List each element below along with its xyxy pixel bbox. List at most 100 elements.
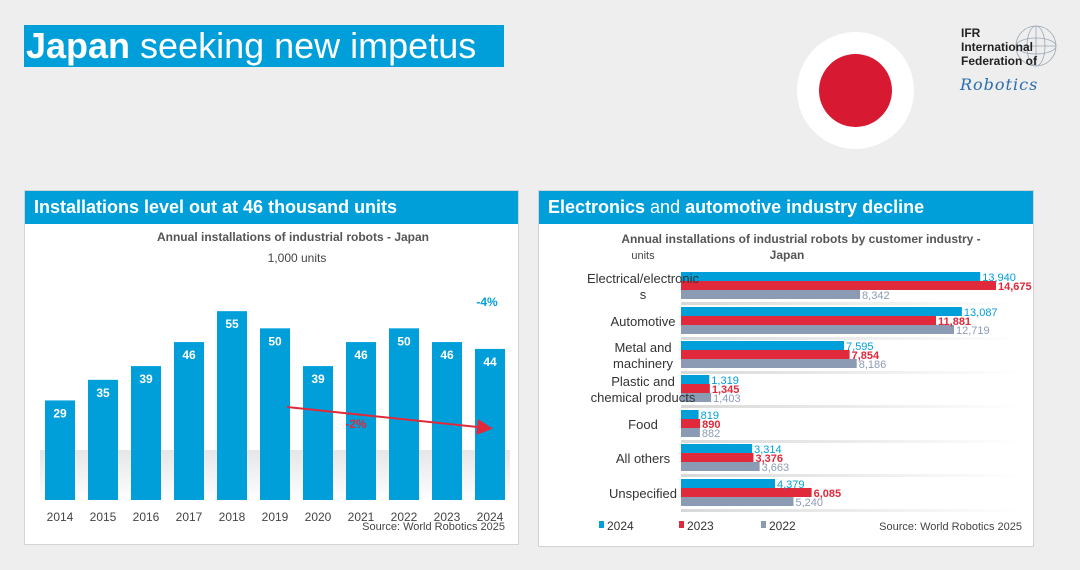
- bar-label-2022-row-6: 5,240: [795, 497, 823, 509]
- industry-header-bold-1: Electronics: [548, 197, 646, 217]
- legend-swatch-2024: [599, 521, 604, 528]
- bar-2019: [260, 328, 290, 500]
- bar-value-2024: 44: [483, 355, 497, 369]
- chart2-title-line-1: Annual installations of industrial robot…: [621, 232, 980, 246]
- bar-value-2021: 46: [354, 348, 368, 362]
- x-tick-2017: 2017: [176, 510, 203, 524]
- flag-sun-icon: [819, 54, 892, 127]
- x-tick-2014: 2014: [47, 510, 74, 524]
- bar-2024: [475, 348, 505, 500]
- bar-2022-row-1: [681, 325, 955, 334]
- x-tick-2021: 2021: [348, 510, 375, 524]
- category-label-row-0: s: [640, 287, 647, 302]
- bar-2015: [88, 379, 118, 500]
- bar-2017: [174, 342, 204, 500]
- x-tick-2024: 2024: [477, 510, 504, 524]
- category-label-row-2: machinery: [613, 356, 673, 371]
- bar-label-2024-row-4: 819: [701, 410, 719, 422]
- chart1-source: Source: World Robotics 2025: [362, 521, 505, 533]
- bar-value-2014: 29: [53, 406, 67, 420]
- bar-label-2023-row-6: 6,085: [814, 488, 842, 500]
- page-title-rest: seeking new impetus: [130, 25, 477, 66]
- bar-label-2023-row-0: 14,675: [998, 281, 1032, 293]
- bar-2024-row-3: [681, 375, 710, 384]
- bar-value-2017: 46: [182, 348, 196, 362]
- industry-header-mid: and: [645, 197, 686, 217]
- bar-2022: [389, 328, 419, 500]
- bar-value-2022: 50: [397, 334, 411, 348]
- category-label-row-1: Automotive: [610, 314, 675, 329]
- bar-2023-row-1: [681, 316, 937, 325]
- bar-label-2022-row-2: 8,186: [859, 359, 887, 371]
- logo-line-1: IFR: [961, 26, 981, 40]
- bar-2018: [217, 311, 247, 500]
- bar-2022-row-0: [681, 290, 861, 299]
- bar-2024-row-5: [681, 444, 753, 453]
- bar-2023-row-0: [681, 281, 996, 290]
- bar-value-2019: 50: [268, 334, 282, 348]
- legend-label-2023: 2023: [687, 519, 714, 533]
- installations-panel: Installations level out at 46 thousand u…: [24, 190, 519, 545]
- bar-label-2022-row-5: 3,663: [762, 462, 790, 474]
- bar-label-2023-row-5: 3,376: [755, 453, 783, 465]
- bar-value-2023: 46: [440, 348, 454, 362]
- bar-2023: [432, 342, 462, 500]
- x-tick-2022: 2022: [391, 510, 418, 524]
- logo-script: Robotics: [960, 75, 1039, 94]
- x-tick-2015: 2015: [90, 510, 117, 524]
- bar-label-2024-row-0: 13,940: [982, 272, 1016, 284]
- page-title-bold: Japan: [26, 25, 131, 66]
- bar-label-2022-row-0: 8,342: [862, 290, 890, 302]
- chart1-subtitle: 1,000 units: [268, 251, 327, 265]
- legend-label-2022: 2022: [769, 519, 796, 533]
- chart1-title: Annual installations of industrial robot…: [157, 230, 429, 244]
- bar-2023-row-6: [681, 488, 812, 497]
- bar-2024-row-0: [681, 272, 981, 281]
- page-title: Japan seeking new impetus: [24, 25, 504, 67]
- bar-2024-row-2: [681, 341, 845, 350]
- bar-2021: [346, 342, 376, 500]
- chart2-legend: 2024 2023 2022: [599, 519, 796, 533]
- bar-2014: [45, 400, 75, 500]
- trend-arrow: [286, 406, 493, 435]
- chart2-title-line-2: Japan: [770, 248, 805, 262]
- logo-line-2: International: [961, 40, 1034, 54]
- bar-2023-row-5: [681, 453, 754, 462]
- chart2-source: Source: World Robotics 2025: [879, 521, 1022, 533]
- last-change-label: -4%: [476, 295, 498, 309]
- row-shadow: [681, 302, 1021, 305]
- legend-swatch-2023: [679, 521, 684, 528]
- category-label-row-6: Unspecified: [609, 486, 677, 501]
- bar-2024-row-4: [681, 410, 699, 419]
- bar-label-2024-row-5: 3,314: [754, 444, 782, 456]
- category-label-row-2: Metal and: [614, 340, 671, 355]
- ifr-logo: IFR International Federation of Robotics: [958, 24, 1068, 98]
- industry-installations-chart: Annual installations of industrial robot…: [587, 232, 1032, 533]
- x-tick-2023: 2023: [434, 510, 461, 524]
- bar-label-2024-row-6: 4,379: [777, 479, 805, 491]
- row-shadow: [681, 371, 1021, 374]
- category-label-row-0: Electrical/electronic: [587, 271, 699, 286]
- chart2-units: units: [631, 250, 655, 262]
- bar-label-2024-row-1: 13,087: [964, 307, 998, 319]
- bar-label-2024-row-2: 7,595: [846, 341, 874, 353]
- category-label-row-4: Food: [628, 417, 658, 432]
- industry-panel: Electronics and automotive industry decl…: [538, 190, 1034, 547]
- bar-label-2023-row-3: 1,345: [712, 384, 740, 396]
- bar-label-2022-row-4: 882: [702, 428, 720, 440]
- bar-label-2022-row-1: 12,719: [956, 325, 990, 337]
- bar-value-2016: 39: [139, 372, 153, 386]
- x-tick-2018: 2018: [219, 510, 246, 524]
- bar-2022-row-4: [681, 428, 700, 437]
- category-label-row-3: Plastic and: [611, 374, 675, 389]
- category-label-row-5: All others: [616, 451, 671, 466]
- x-tick-2016: 2016: [133, 510, 160, 524]
- industry-panel-header: Electronics and automotive industry decl…: [539, 191, 1033, 224]
- bar-label-2023-row-1: 11,881: [938, 316, 971, 328]
- bar-2023-row-4: [681, 419, 701, 428]
- row-shadow: [681, 474, 1021, 477]
- industry-header-bold-2: automotive industry decline: [685, 197, 925, 217]
- row-shadow: [681, 440, 1021, 443]
- category-label-row-3: chemical products: [591, 390, 696, 405]
- bar-label-2023-row-4: 890: [702, 419, 720, 431]
